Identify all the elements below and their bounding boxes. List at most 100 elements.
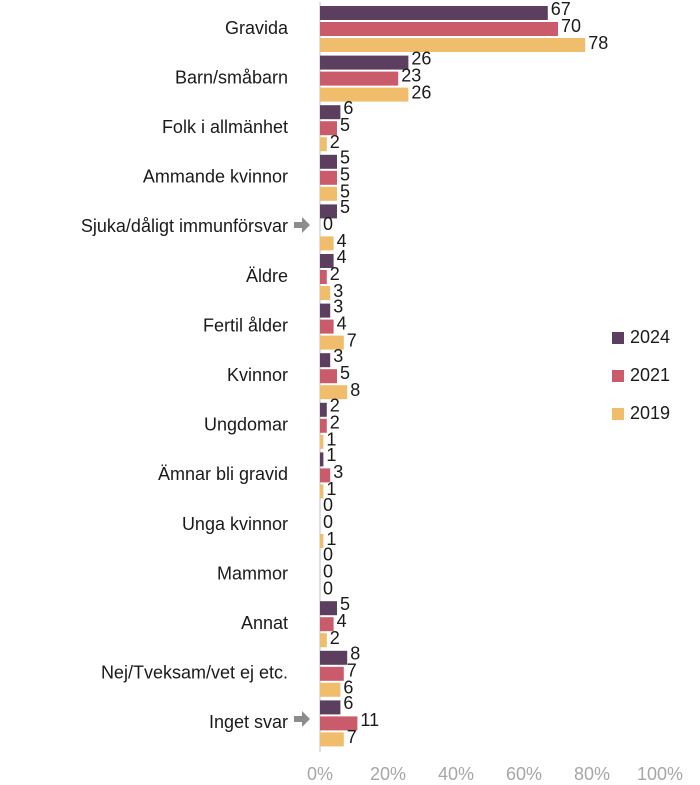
category-label: Unga kvinnor [182,514,288,534]
bar [320,468,331,483]
category-label: Äldre [246,266,288,286]
bar [320,452,324,467]
category-label: Folk i allmänhet [162,117,288,137]
data-label: 0 [323,544,333,564]
data-label: 26 [411,48,431,68]
data-label: 0 [323,214,333,234]
category-label: Fertil ålder [203,315,288,335]
bar [320,418,327,433]
data-label: 4 [337,231,347,251]
data-label: 26 [411,82,431,102]
bar [320,385,348,400]
data-label: 5 [340,115,350,135]
bar [320,434,324,449]
x-tick-label: 60% [506,764,542,784]
bar [320,286,331,300]
bar [320,732,344,747]
data-label: 0 [323,495,333,515]
category-label: Gravida [225,18,289,38]
category-label: Nej/Tveksam/vet ej etc. [101,663,288,683]
bar [320,22,558,36]
bar [320,121,337,136]
category-label: Mammor [217,563,288,583]
data-label: 0 [323,512,333,532]
data-label: 2 [330,628,340,648]
bar [320,87,409,102]
bar [320,617,334,632]
bar [320,601,337,616]
arrow-icon [294,711,310,727]
data-label: 6 [343,678,353,698]
data-label: 3 [333,281,343,301]
x-tick-label: 80% [574,764,610,784]
data-label: 5 [340,165,350,185]
legend-swatch [612,370,624,382]
bar [320,369,337,384]
legend-label: 2021 [630,365,670,385]
bar [320,402,327,417]
data-label: 1 [326,430,336,450]
data-label: 5 [340,594,350,614]
category-label: Ämnar bli gravid [158,464,288,484]
bar [320,154,337,169]
bar [320,236,334,251]
data-label: 5 [340,363,350,383]
data-label: 2 [330,396,340,416]
data-label: 1 [326,529,336,549]
legend-label: 2024 [630,327,670,347]
data-label: 8 [350,380,360,400]
data-label: 23 [401,65,421,85]
category-label: Kvinnor [227,365,288,385]
data-label: 67 [551,0,571,19]
data-label: 7 [347,727,357,747]
bar [320,335,344,350]
category-label: Sjuka/dåligt immunförsvar [81,216,288,236]
bar [320,353,331,368]
bar [320,105,341,120]
bar [320,682,341,697]
bar [320,650,348,665]
data-label: 0 [323,578,333,598]
category-label: Ungdomar [204,415,288,435]
category-label: Barn/småbarn [175,67,288,87]
data-label: 6 [343,98,353,118]
data-label: 4 [337,611,347,631]
bar [320,170,337,185]
data-label: 11 [360,710,379,730]
bar [320,270,327,284]
x-tick-label: 40% [438,764,474,784]
bar [320,319,334,334]
data-label: 70 [561,16,581,36]
legend-swatch [612,332,624,344]
bar [320,38,586,52]
data-label: 5 [340,148,350,168]
bar [320,254,334,268]
data-label: 4 [337,313,347,333]
data-label: 7 [347,330,357,350]
data-label: 2 [330,413,340,433]
x-tick-label: 20% [370,764,406,784]
data-label: 0 [323,561,333,581]
data-label: 5 [340,197,350,217]
data-label: 2 [330,132,340,152]
data-label: 1 [326,445,336,465]
legend-label: 2019 [630,403,670,423]
bar [320,6,548,20]
data-label: 3 [333,462,343,482]
bar [320,633,327,648]
data-label: 2 [330,264,340,284]
legend-swatch [612,408,624,420]
bar [320,700,341,715]
x-tick-label: 100% [637,764,683,784]
data-label: 3 [333,346,343,366]
data-label: 8 [350,644,360,664]
category-label: Inget svar [209,712,288,732]
bar [320,666,344,681]
bar [320,303,331,318]
bar [320,716,358,731]
bar [320,137,327,152]
data-label: 1 [326,479,336,499]
x-tick-label: 0% [307,764,333,784]
bar [320,186,337,201]
